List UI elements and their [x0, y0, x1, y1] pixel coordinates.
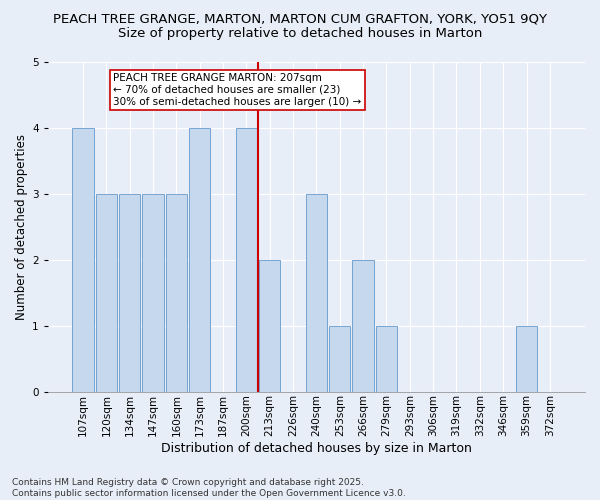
Text: Contains HM Land Registry data © Crown copyright and database right 2025.
Contai: Contains HM Land Registry data © Crown c… [12, 478, 406, 498]
Text: Size of property relative to detached houses in Marton: Size of property relative to detached ho… [118, 28, 482, 40]
Bar [329, 326, 350, 392]
Bar [516, 326, 537, 392]
Bar [376, 326, 397, 392]
Bar [119, 194, 140, 392]
Bar [166, 194, 187, 392]
Bar [352, 260, 374, 392]
Bar [305, 194, 327, 392]
Text: PEACH TREE GRANGE, MARTON, MARTON CUM GRAFTON, YORK, YO51 9QY: PEACH TREE GRANGE, MARTON, MARTON CUM GR… [53, 12, 547, 26]
Bar [72, 128, 94, 392]
Bar [236, 128, 257, 392]
Bar [95, 194, 117, 392]
Bar [189, 128, 211, 392]
Y-axis label: Number of detached properties: Number of detached properties [15, 134, 28, 320]
X-axis label: Distribution of detached houses by size in Marton: Distribution of detached houses by size … [161, 442, 472, 455]
Bar [259, 260, 280, 392]
Bar [142, 194, 164, 392]
Text: PEACH TREE GRANGE MARTON: 207sqm
← 70% of detached houses are smaller (23)
30% o: PEACH TREE GRANGE MARTON: 207sqm ← 70% o… [113, 74, 362, 106]
